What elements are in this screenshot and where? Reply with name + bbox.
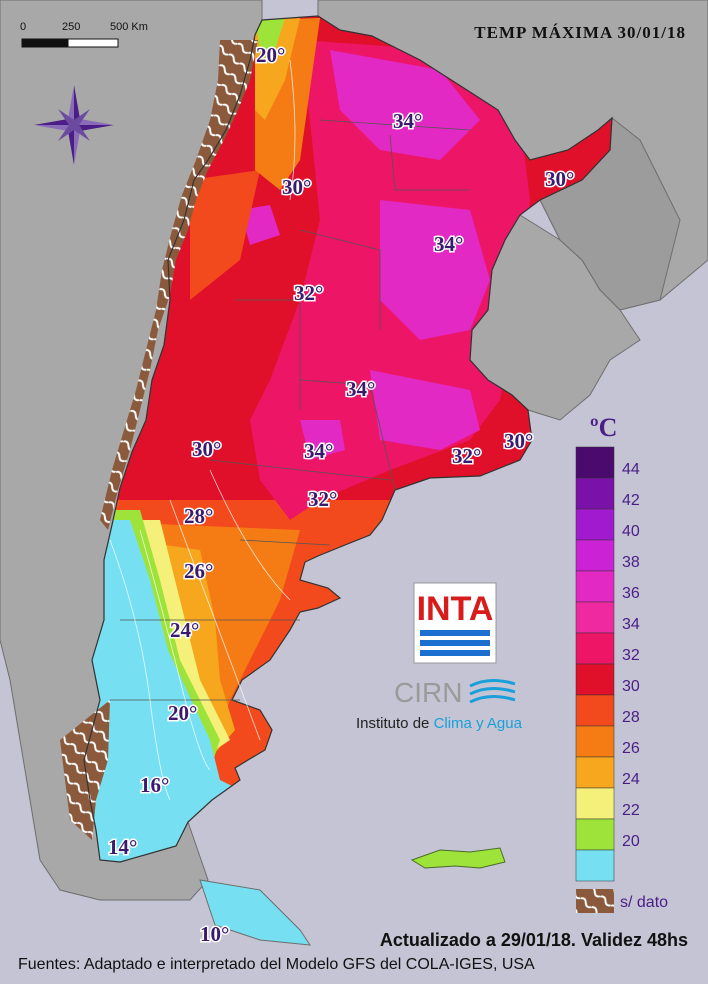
isotherm-label: 32° (294, 281, 323, 305)
isotherm-label: 30° (282, 175, 311, 199)
legend-label: 30 (622, 678, 640, 695)
legend-unit: ºC (590, 413, 617, 442)
inta-logo-text: INTA (417, 590, 494, 628)
compass-rose-icon (34, 85, 114, 165)
legend-nodata-swatch (576, 889, 614, 913)
legend-swatch (575, 725, 615, 758)
legend-label: 40 (622, 523, 640, 540)
malvinas-islands (410, 847, 506, 869)
isotherm-label: 30° (545, 167, 574, 191)
institute-name: Instituto de Clima y Agua (356, 715, 523, 732)
scale-label: 0 (20, 21, 26, 33)
scale-bar: 0 250 500 Km (20, 21, 148, 48)
legend-swatch (575, 539, 615, 572)
legend-swatch (575, 632, 615, 665)
isotherm-label: 34° (434, 232, 463, 256)
province-borders (83, 15, 613, 863)
legend-swatch (575, 756, 615, 789)
isotherm-label: 34° (346, 377, 375, 401)
isotherm-label: 32° (308, 487, 337, 511)
legend-nodata-label: s/ dato (620, 894, 668, 911)
legend-label: 36 (622, 585, 640, 602)
isotherm-label: 20° (256, 43, 285, 67)
legend-label: 28 (622, 709, 640, 726)
sources-note: Fuentes: Adaptado e interpretado del Mod… (18, 956, 535, 973)
legend-swatch (575, 694, 615, 727)
isotherm-label-group: 20° 34° 30° 30° 34° 32° 34° 30° 34° 32° … (107, 42, 576, 948)
isotherm-label: 34° (304, 439, 333, 463)
legend-label: 22 (622, 802, 640, 819)
isotherm-lines (109, 59, 296, 801)
isotherm-label: 34° (393, 109, 422, 133)
isotherm-label: 20° (168, 701, 197, 725)
legend-swatch (575, 446, 615, 479)
cirn-logo: CIRN Instituto de Clima y Agua (356, 677, 523, 732)
legend-swatch (575, 849, 615, 882)
legend-label: 24 (622, 771, 640, 788)
legend-label: 26 (622, 740, 640, 757)
legend-label: 44 (622, 461, 640, 478)
inta-logo: INTA (413, 582, 497, 664)
scale-label: 250 (62, 21, 80, 33)
legend: ºC 44 42 40 38 36 34 32 30 28 26 24 22 20 s/ dato (575, 413, 668, 913)
legend-label: 42 (622, 492, 640, 509)
update-note: Actualizado a 29/01/18. Validez 48hs (380, 930, 688, 950)
legend-swatch (575, 787, 615, 820)
isotherm-label: 32° (452, 444, 481, 468)
legend-swatch (575, 570, 615, 603)
isotherm-label: 26° (184, 559, 213, 583)
isotherm-label: 30° (192, 437, 221, 461)
isotherm-label: 14° (108, 835, 137, 859)
tierra-del-fuego (199, 879, 312, 946)
isotherm-label: 30° (504, 429, 533, 453)
scale-label: 500 Km (110, 21, 148, 33)
isotherm-label: 28° (184, 504, 213, 528)
legend-label: 20 (622, 833, 640, 850)
legend-label: 34 (622, 616, 640, 633)
legend-label: 38 (622, 554, 640, 571)
isotherm-label: 24° (170, 618, 199, 642)
neighbour-countries (0, 0, 708, 901)
legend-swatch (575, 508, 615, 541)
legend-swatch (575, 663, 615, 696)
institute-prefix: Instituto de (356, 715, 434, 732)
isotherm-label: 10° (200, 922, 229, 946)
legend-label: 32 (622, 647, 640, 664)
institute-accent: Clima y Agua (434, 715, 523, 732)
map-title: TEMP MÁXIMA 30/01/18 (474, 23, 686, 42)
legend-swatch (575, 601, 615, 634)
legend-swatch (575, 818, 615, 851)
legend-swatches: 44 42 40 38 36 34 32 30 28 26 24 22 20 (575, 446, 640, 882)
isotherm-label: 16° (140, 773, 169, 797)
legend-swatch (575, 477, 615, 510)
cirn-logo-text: CIRN (394, 677, 462, 708)
